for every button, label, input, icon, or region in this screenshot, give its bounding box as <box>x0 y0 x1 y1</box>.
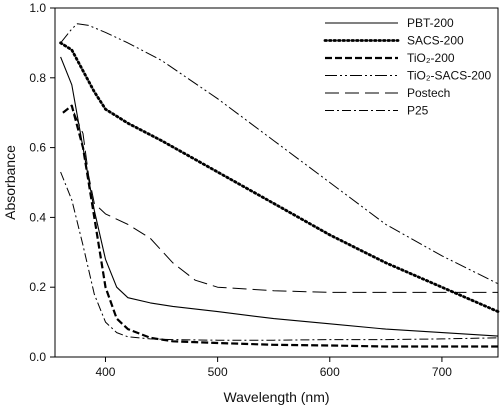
series-line-4 <box>60 23 499 285</box>
series-group <box>59 23 500 348</box>
y-tick-label: 0.6 <box>29 141 46 155</box>
series-line-6 <box>60 171 499 341</box>
y-tick-label: 0.2 <box>29 280 46 294</box>
series-line-2 <box>59 41 500 314</box>
x-tick-label: 400 <box>95 365 115 379</box>
legend-label-4: TiO₂-SACS-200 <box>407 69 492 83</box>
y-axis: 0.0 0.2 0.4 0.6 0.8 1.0 <box>29 1 55 364</box>
x-tick-label: 700 <box>432 365 452 379</box>
y-tick-label: 0.0 <box>29 350 46 364</box>
x-tick-label: 600 <box>320 365 340 379</box>
legend-label-5: Postech <box>407 86 450 100</box>
legend: PBT-200 SACS-200 TiO₂-200 TiO₂-SACS-200 Post… <box>323 16 492 118</box>
x-axis: 400 500 600 700 <box>95 357 452 379</box>
series-line-3 <box>62 104 498 348</box>
legend-label-1: PBT-200 <box>407 16 454 30</box>
plot-frame <box>54 7 499 358</box>
plot-area <box>54 7 500 358</box>
y-tick-label: 0.8 <box>29 71 46 85</box>
legend-label-2: SACS-200 <box>407 34 464 48</box>
x-tick-label: 500 <box>208 365 228 379</box>
legend-label-6: P25 <box>407 104 429 118</box>
legend-label-3: TiO₂-200 <box>407 51 455 65</box>
y-tick-label: 0.4 <box>29 210 46 224</box>
y-axis-title: Absorbance <box>2 145 18 220</box>
series-line-5 <box>73 112 498 293</box>
y-tick-label: 1.0 <box>29 1 46 15</box>
x-axis-title: Wavelength (nm) <box>223 389 329 405</box>
